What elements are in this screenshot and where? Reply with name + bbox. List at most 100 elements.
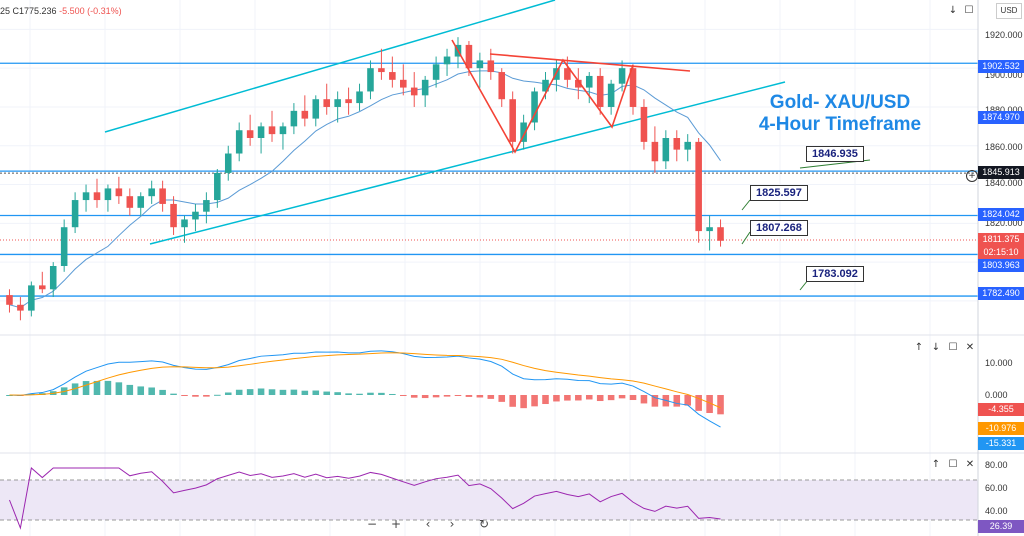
candle-body (531, 91, 538, 123)
candle-body (706, 227, 713, 232)
candle-body (640, 106, 648, 142)
move-down-icon[interactable]: ↓ (931, 342, 941, 353)
price-tick: 1880.000 (985, 105, 1023, 115)
annotation-1846: 1846.935 (806, 146, 864, 162)
double-top-pattern (451, 39, 871, 291)
macd-histogram-bar (651, 395, 659, 407)
macd-histogram-bar (673, 395, 681, 407)
rsi-tag: 26.39 (978, 520, 1024, 533)
macd-histogram-bar (695, 395, 702, 411)
macd-histogram-bar (378, 392, 385, 395)
channel-upper (104, 0, 556, 133)
scroll-right-icon[interactable]: › (449, 517, 455, 531)
pattern-neckline (489, 53, 691, 72)
candle-body (662, 138, 670, 162)
ohlc-close: 25 C1775.236 (0, 6, 57, 16)
macd-histogram-bar (389, 393, 396, 395)
macd-histogram-bar (159, 389, 166, 395)
candle-body (28, 285, 35, 311)
macd-histogram-bar (345, 393, 352, 395)
zoom-in-icon[interactable]: + (390, 517, 402, 531)
price-tag-1803: 1803.963 (978, 259, 1024, 272)
macd-histogram-bar (71, 383, 79, 395)
pane-separators (0, 334, 1024, 454)
candle-body (695, 141, 702, 232)
macd-histogram-bar (498, 395, 506, 402)
candle-body (6, 295, 13, 305)
candle-body (137, 196, 145, 208)
rsi-band (0, 480, 978, 520)
close-pane-icon[interactable]: ✕ (965, 342, 975, 353)
candle-body (465, 44, 473, 69)
maximize-pane-icon[interactable]: ☐ (948, 342, 958, 353)
macd-histogram-bar (684, 395, 691, 406)
close-pane-icon[interactable]: ✕ (965, 459, 975, 470)
candle-body (301, 110, 309, 119)
candle-body (224, 153, 232, 173)
macd-histogram-bar (290, 389, 298, 395)
rsi-tick: 40.00 (985, 506, 1008, 516)
macd-histogram-bar (717, 395, 724, 415)
candle-body (498, 72, 506, 100)
candle-body (93, 192, 101, 201)
add-alert-icon[interactable]: + (966, 170, 978, 182)
chart-title: Gold- XAU/USD 4-Hour Timeframe (740, 92, 940, 136)
price-tick: 1920.000 (985, 30, 1023, 40)
grid-lines (0, 0, 978, 536)
channel-lower (149, 81, 786, 245)
macd-histogram-bar (323, 391, 330, 395)
macd-histogram-bar (93, 380, 101, 395)
move-up-icon[interactable]: ↑ (931, 459, 941, 470)
scroll-left-icon[interactable]: ‹ (425, 517, 431, 531)
candle-body (564, 68, 571, 80)
candlesticks (6, 37, 724, 321)
maximize-pane-icon[interactable]: ☐ (948, 459, 958, 470)
candle-body (585, 75, 593, 88)
macd-histogram-bar (531, 395, 538, 407)
macd-histogram-bar (214, 394, 221, 396)
candle-body (389, 72, 396, 80)
annotation-pointer (741, 199, 751, 211)
macd-histogram-bar (104, 380, 112, 395)
price-tag-1824: 1824.042 (978, 208, 1024, 221)
price-tag-1902: 1902.532 (978, 60, 1024, 73)
candle-body (126, 196, 134, 208)
currency-button[interactable]: USD (996, 3, 1022, 19)
candle-body (542, 79, 549, 92)
candle-body (312, 99, 320, 119)
candle-body (345, 99, 352, 104)
reset-chart-icon[interactable]: ↻ (478, 517, 490, 531)
candle-body (39, 285, 46, 290)
candle-body (214, 172, 221, 201)
rsi-line (9, 467, 721, 530)
candle-body (476, 60, 484, 69)
arrow-down-icon[interactable]: ↓ (948, 5, 958, 16)
macd-histogram-bar (585, 395, 593, 400)
price-tick: 1860.000 (985, 142, 1023, 152)
maximize-icon[interactable]: ☐ (964, 5, 974, 16)
macd-tag-macd: -15.331 (978, 437, 1024, 450)
candle-body (673, 138, 681, 150)
candle-body (607, 83, 615, 107)
candle-body (235, 130, 243, 154)
candle-body (443, 56, 451, 65)
ohlc-change: -5.500 (-0.31%) (59, 6, 122, 16)
annotation-1783: 1783.092 (806, 266, 864, 282)
price-tick: 1820.000 (985, 218, 1023, 228)
zoom-out-icon[interactable]: − (366, 517, 378, 531)
candle-body (257, 126, 265, 138)
candle-body (378, 68, 385, 73)
candle-body (203, 200, 210, 212)
annotation-1825: 1825.597 (750, 185, 808, 201)
candle-body (575, 79, 582, 88)
macd-histogram-bar (257, 388, 265, 395)
candle-body (629, 68, 637, 107)
candle-body (290, 110, 298, 127)
macd-histogram-bar (509, 395, 516, 407)
candle-body (268, 126, 276, 135)
move-up-icon[interactable]: ↑ (914, 342, 924, 353)
candle-body (279, 126, 287, 135)
price-tag-1845: 1845.913 (978, 166, 1024, 179)
macd-histogram-bar (640, 395, 648, 404)
